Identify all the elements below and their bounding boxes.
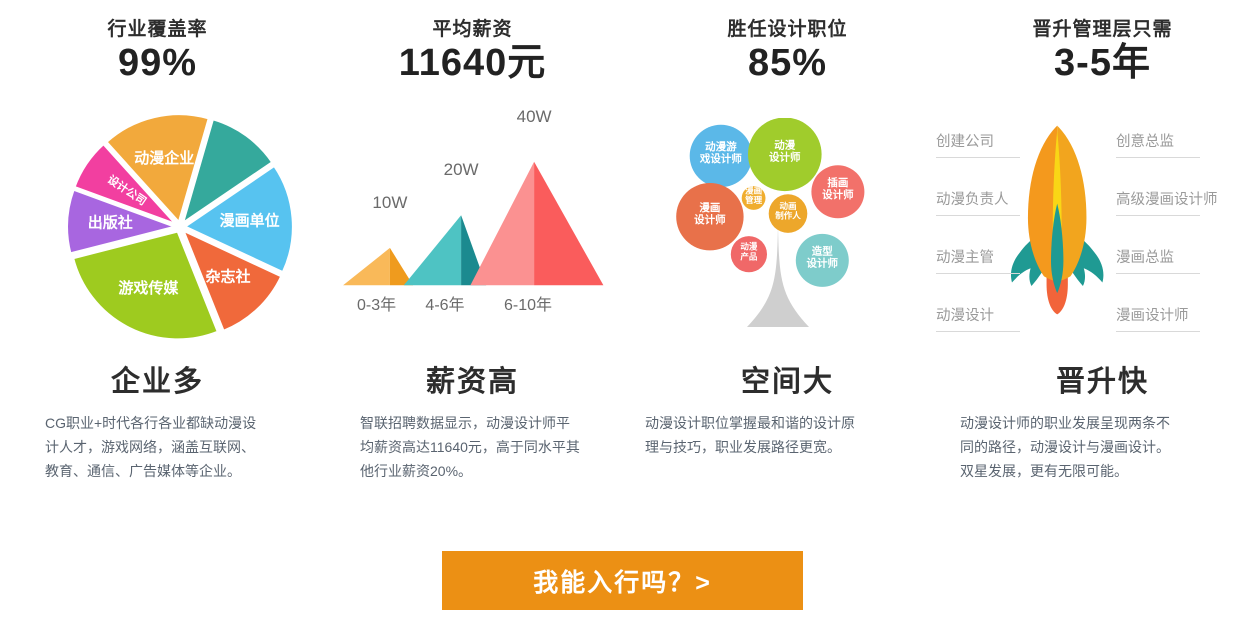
svg-text:漫画单位: 漫画单位 [220,211,280,229]
svg-text:漫画管理: 漫画管理 [745,185,763,205]
svg-text:杂志社: 杂志社 [205,268,250,286]
svg-text:动漫游戏设计师: 动漫游戏设计师 [699,140,742,165]
svg-text:4-6年: 4-6年 [425,296,464,314]
svg-text:6-10年: 6-10年 [504,296,552,314]
svg-text:20W: 20W [444,160,479,179]
svg-text:游戏传媒: 游戏传媒 [118,279,179,297]
svg-text:出版社: 出版社 [88,213,133,231]
svg-text:0-3年: 0-3年 [357,296,396,314]
svg-text:动漫产品: 动漫产品 [740,242,758,262]
svg-text:40W: 40W [517,107,552,126]
svg-text:动漫企业: 动漫企业 [134,149,194,167]
svg-text:10W: 10W [372,193,407,212]
